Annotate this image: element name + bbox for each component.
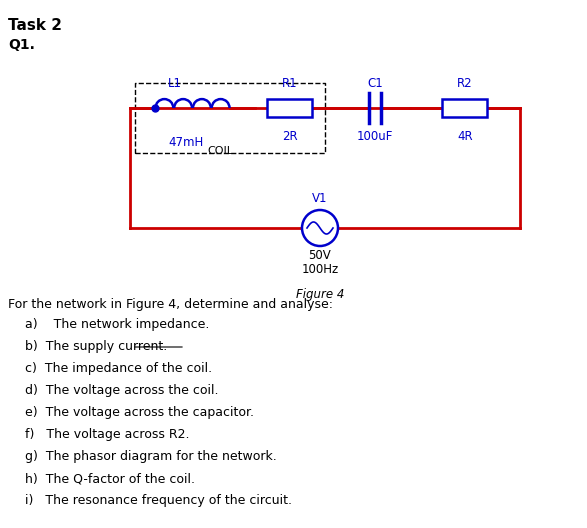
Text: For the network in Figure 4, determine and analyse:: For the network in Figure 4, determine a…	[8, 298, 333, 311]
Text: 50V: 50V	[309, 249, 332, 262]
Text: 4R: 4R	[457, 130, 473, 143]
Circle shape	[302, 210, 338, 246]
Text: 100uF: 100uF	[357, 130, 393, 143]
Text: h)  The Q-factor of the coil.: h) The Q-factor of the coil.	[25, 472, 195, 485]
Text: i)   The resonance frequency of the circuit.: i) The resonance frequency of the circui…	[25, 494, 292, 507]
Text: 2R: 2R	[282, 130, 298, 143]
Text: b)  The supply current.: b) The supply current.	[25, 340, 167, 353]
Text: e)  The voltage across the capacitor.: e) The voltage across the capacitor.	[25, 406, 254, 419]
Text: Figure 4: Figure 4	[296, 288, 344, 301]
Text: c)  The impedance of the coil.: c) The impedance of the coil.	[25, 362, 212, 375]
FancyBboxPatch shape	[443, 99, 487, 117]
Text: C1: C1	[367, 77, 383, 90]
Text: 100Hz: 100Hz	[301, 263, 339, 276]
Text: R2: R2	[457, 77, 473, 90]
Text: g)  The phasor diagram for the network.: g) The phasor diagram for the network.	[25, 450, 276, 463]
Text: L1: L1	[168, 77, 182, 90]
Text: Q1.: Q1.	[8, 38, 35, 52]
Text: d)  The voltage across the coil.: d) The voltage across the coil.	[25, 384, 218, 397]
Text: R1: R1	[282, 77, 298, 90]
Text: f)   The voltage across R2.: f) The voltage across R2.	[25, 428, 190, 441]
Text: Task 2: Task 2	[8, 18, 62, 33]
Text: 47mH: 47mH	[168, 136, 203, 149]
Text: V1: V1	[312, 192, 328, 205]
Text: a)    The network impedance.: a) The network impedance.	[25, 318, 210, 331]
FancyBboxPatch shape	[268, 99, 312, 117]
Text: COIL: COIL	[207, 146, 233, 156]
